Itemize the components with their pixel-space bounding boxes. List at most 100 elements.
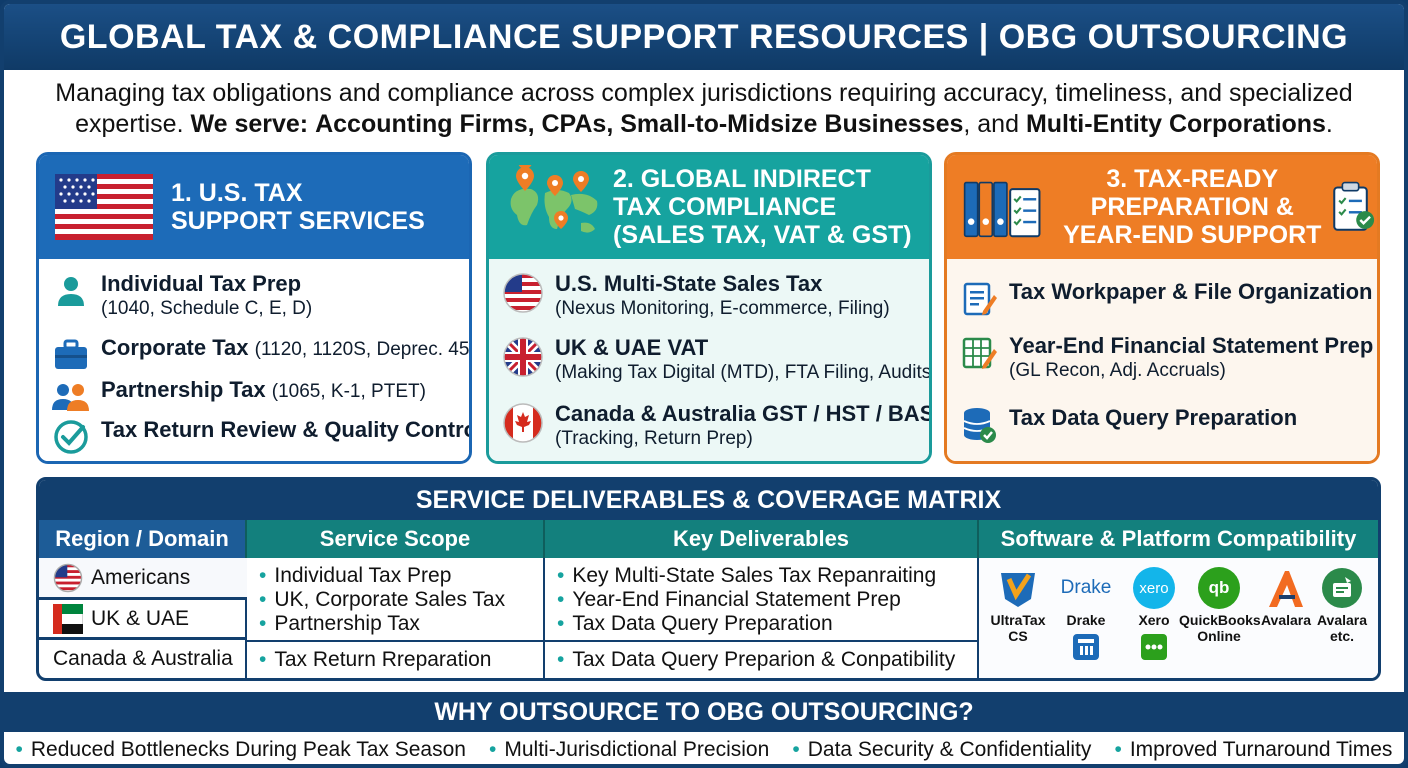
title-bar: GLOBAL TAX & COMPLIANCE SUPPORT RESOURCE… xyxy=(4,4,1404,70)
software-label: QuickBooks Online xyxy=(1179,612,1261,644)
spreadsheet-pen-icon xyxy=(959,333,999,373)
card-title-line: 3. TAX-READY xyxy=(1106,165,1279,193)
why-list: Reduced Bottlenecks During Peak Tax Seas… xyxy=(4,732,1404,764)
coverage-matrix: SERVICE DELIVERABLES & COVERAGE MATRIX R… xyxy=(36,477,1381,681)
item-detail: (Making Tax Digital (MTD), FTA Filing, A… xyxy=(555,362,932,383)
list-item: Tax Return Rreparation xyxy=(259,648,491,672)
item-detail: (GL Recon, Adj. Accruals) xyxy=(1009,360,1226,381)
item-title: Partnership Tax xyxy=(101,377,266,402)
intro-text: Managing tax obligations and compliance … xyxy=(24,78,1384,140)
list-item: Tax Return Review & Quality Control xyxy=(51,417,469,457)
list-item: Corporate Tax (1120, 1120S, Deprec. 4562… xyxy=(51,335,469,375)
list-item: Multi-Jurisdictional Precision xyxy=(489,738,769,762)
card-year-end-header: 3. TAX-READY PREPARATION & YEAR-END SUPP… xyxy=(947,155,1377,259)
item-detail: (1120, 1120S, Deprec. 4562) xyxy=(254,339,470,360)
item-title: Corporate Tax xyxy=(101,335,249,360)
canada-flag-round-icon xyxy=(501,401,545,445)
serve-label: We serve: xyxy=(190,110,309,138)
matrix-scope-column: Individual Tax Prep UK, Corporate Sales … xyxy=(247,558,545,678)
card-us-tax-body: Individual Tax Prep (1040, Schedule C, E… xyxy=(39,259,469,461)
list-item: Tax Data Query Preparation xyxy=(959,405,1369,445)
page-title: GLOBAL TAX & COMPLIANCE SUPPORT RESOURCE… xyxy=(59,17,1349,56)
item-title: Tax Data Query Preparation xyxy=(1009,405,1298,430)
briefcase-icon xyxy=(51,335,91,375)
xero-wordmark: xero xyxy=(1133,567,1175,609)
item-title: UK & UAE VAT xyxy=(555,335,709,360)
clipboard-check-icon xyxy=(1333,181,1375,231)
matrix-deliverables-column: Key Multi-State Sales Tax Repanraiting Y… xyxy=(545,558,979,678)
list-item: Tax Workpaper & File Organization xyxy=(959,279,1372,319)
row-divider xyxy=(545,640,977,642)
quickbooks-wordmark: qb xyxy=(1198,567,1240,609)
region-label: Canada & Australia xyxy=(53,647,233,670)
list-item: UK & UAE VAT (Making Tax Digital (MTD), … xyxy=(501,335,929,385)
intro-conjunction: , and xyxy=(963,110,1019,138)
xero-app-icon xyxy=(1141,634,1167,660)
ultratax-logo-icon xyxy=(996,566,1040,610)
item-title: Year-End Financial Statement Prep xyxy=(1009,333,1374,358)
list-item: Year-End Financial Statement Prep xyxy=(557,588,900,612)
list-item: Reduced Bottlenecks During Peak Tax Seas… xyxy=(16,738,466,762)
xero-logo-icon: xero xyxy=(1132,566,1176,610)
software-xero: xero Xero xyxy=(1119,566,1189,660)
matrix-software-column: UltraTax CS Drake Drake xero Xero xyxy=(979,558,1378,678)
card-us-tax: 1. U.S. TAX SUPPORT SERVICES Individual … xyxy=(36,152,472,464)
matrix-header-software: Software & Platform Compatibility xyxy=(979,520,1378,558)
software-avalara-etc: Avalara etc. xyxy=(1311,566,1373,644)
list-item: Partnership Tax xyxy=(259,612,420,636)
item-title: Tax Return Review & Quality Control xyxy=(101,417,472,442)
table-row: Canada & Australia xyxy=(39,638,247,678)
card-year-end-title: 3. TAX-READY PREPARATION & YEAR-END SUPP… xyxy=(1063,165,1321,249)
audience-secondary: Multi-Entity Corporations xyxy=(1025,110,1326,138)
list-item: Partnership Tax (1065, K-1, PTET) xyxy=(51,377,461,417)
drake-wordmark: Drake xyxy=(1060,577,1112,598)
card-title-line: 1. U.S. TAX xyxy=(171,179,303,207)
software-label: Xero xyxy=(1138,612,1170,628)
list-item: Key Multi-State Sales Tax Repanraiting xyxy=(557,564,936,588)
matrix-header-region: Region / Domain xyxy=(39,520,247,558)
item-detail: (Nexus Monitoring, E-commerce, Filing) xyxy=(555,298,890,319)
software-label: Drake xyxy=(1066,612,1106,628)
list-item: Individual Tax Prep xyxy=(259,564,451,588)
database-check-icon xyxy=(959,405,999,445)
software-drake: Drake Drake xyxy=(1051,566,1121,660)
region-label: Americans xyxy=(91,565,191,589)
region-label: UK & UAE xyxy=(91,606,190,630)
matrix-header-scope: Service Scope xyxy=(247,520,545,558)
uk-flag-round-icon xyxy=(501,335,545,379)
card-year-end-body: Tax Workpaper & File Organization Year-E… xyxy=(947,259,1377,461)
card-year-end: 3. TAX-READY PREPARATION & YEAR-END SUPP… xyxy=(944,152,1380,464)
drake-app-icon xyxy=(1073,634,1099,660)
list-item: Data Security & Confidentiality xyxy=(792,738,1092,762)
card-title-line: (SALES TAX, VAT & GST) xyxy=(613,221,912,249)
uae-flag-icon xyxy=(53,603,83,634)
list-item: Individual Tax Prep (1040, Schedule C, E… xyxy=(51,271,461,321)
why-title: WHY OUTSOURCE TO OBG OUTSOURCING? xyxy=(4,692,1404,732)
list-item: Year-End Financial Statement Prep (GL Re… xyxy=(959,333,1373,383)
software-avalara: Avalara xyxy=(1251,566,1321,628)
checkmark-icon xyxy=(51,417,91,457)
intro-period: . xyxy=(1325,110,1333,138)
software-ultratax: UltraTax CS xyxy=(983,566,1053,644)
quickbooks-logo-icon: qb xyxy=(1197,566,1241,610)
item-detail: (1040, Schedule C, E, D) xyxy=(101,298,313,319)
card-us-tax-title: 1. U.S. TAX SUPPORT SERVICES xyxy=(171,179,425,235)
card-indirect-tax-header: 2. GLOBAL INDIRECT TAX COMPLIANCE (SALES… xyxy=(489,155,929,259)
audience-primary: Accounting Firms, CPAs, Small-to-Midsize… xyxy=(315,110,964,138)
card-title-line: SUPPORT SERVICES xyxy=(171,207,425,235)
software-quickbooks: qb QuickBooks Online xyxy=(1179,566,1261,644)
software-label: Avalara xyxy=(1260,612,1312,628)
row-divider xyxy=(247,640,543,642)
avalara-logo-icon xyxy=(1264,566,1308,610)
list-item: Improved Turnaround Times xyxy=(1114,738,1393,762)
binders-checklist-icon xyxy=(963,181,1041,238)
item-detail: (1065, K-1, PTET) xyxy=(271,381,426,402)
avalara-etc-logo-icon xyxy=(1320,566,1364,610)
table-row: UK & UAE xyxy=(39,598,247,638)
us-flag-round-icon xyxy=(501,271,545,315)
person-icon xyxy=(51,271,91,311)
matrix-title: SERVICE DELIVERABLES & COVERAGE MATRIX xyxy=(39,480,1378,520)
list-item: Tax Data Query Preparion & Conpatibility xyxy=(557,648,955,672)
intro-sentence: Managing tax obligations and compliance … xyxy=(55,79,1353,138)
card-title-line: TAX COMPLIANCE xyxy=(613,193,837,221)
